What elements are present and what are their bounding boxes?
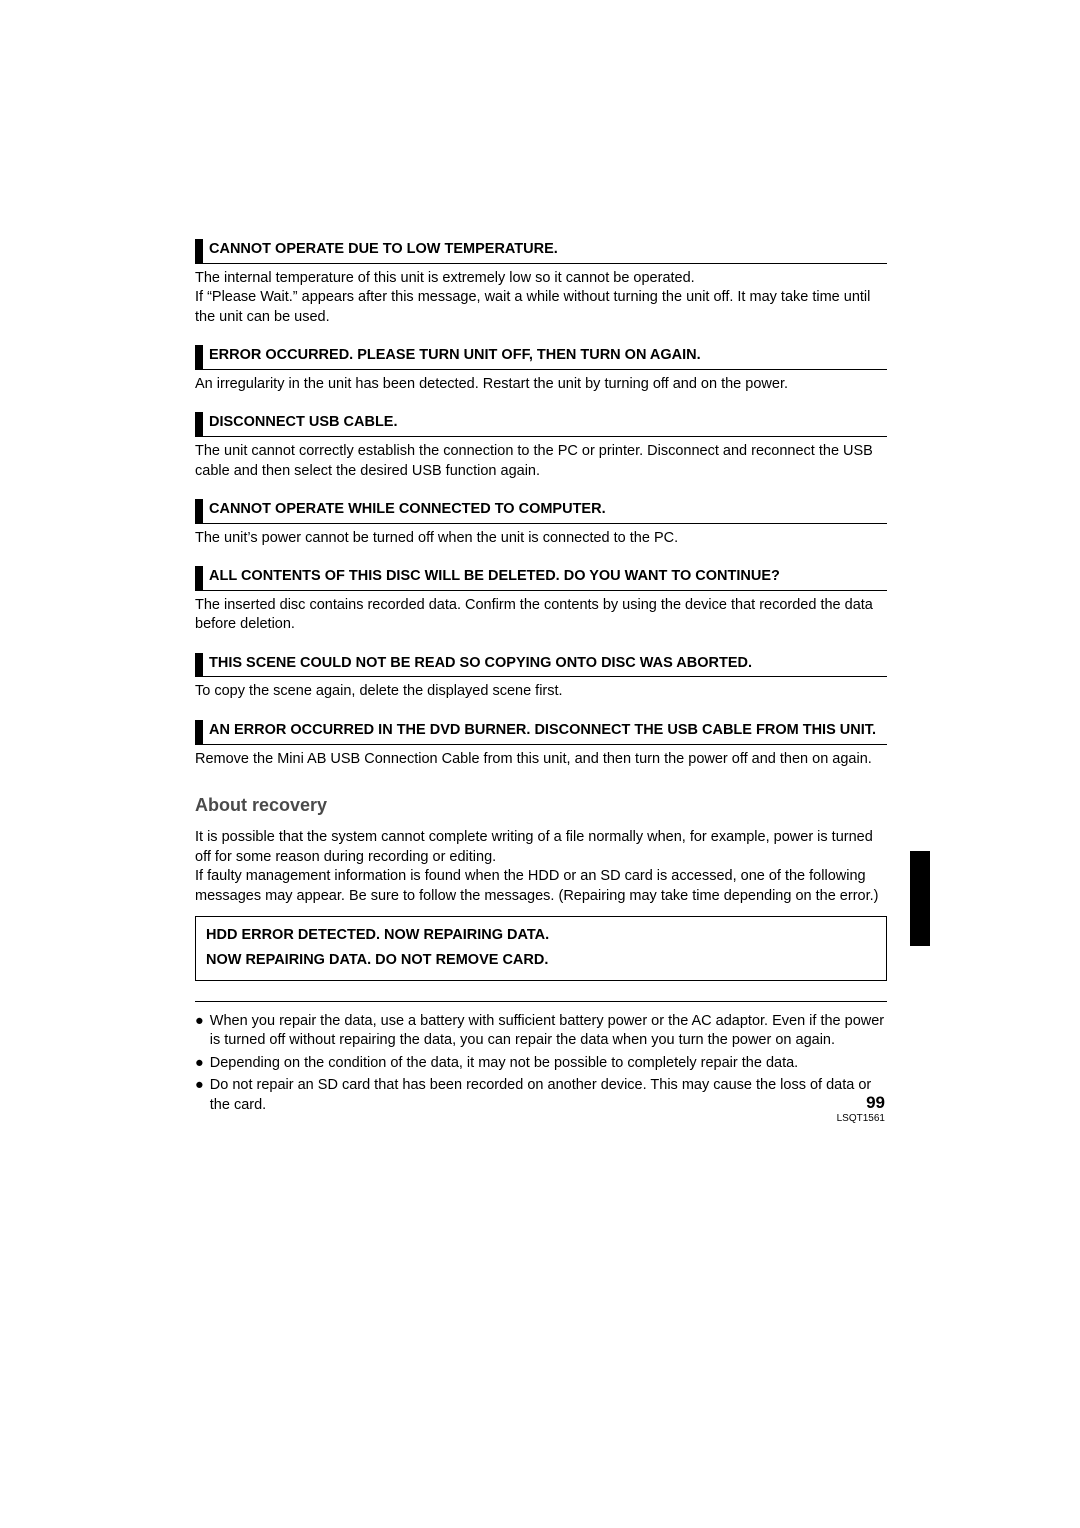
document-id: LSQT1561: [837, 1113, 885, 1124]
list-item: ● Depending on the condition of the data…: [195, 1054, 887, 1074]
message-title: THIS SCENE COULD NOT BE READ SO COPYING …: [209, 653, 752, 677]
bullet-text: Do not repair an SD card that has been r…: [210, 1076, 887, 1115]
heading-bar: [195, 653, 203, 677]
section-heading-about-recovery: About recovery: [195, 795, 887, 816]
divider-line: [195, 1001, 887, 1002]
message-title: AN ERROR OCCURRED IN THE DVD BURNER. DIS…: [209, 720, 876, 744]
message-heading: CANNOT OPERATE DUE TO LOW TEMPERATURE.: [195, 239, 887, 264]
message-title: CANNOT OPERATE WHILE CONNECTED TO COMPUT…: [209, 499, 606, 523]
recovery-box-line: HDD ERROR DETECTED. NOW REPAIRING DATA.: [206, 923, 876, 948]
page-number: 99: [837, 1094, 885, 1113]
list-item: ● Do not repair an SD card that has been…: [195, 1076, 887, 1115]
message-block: DISCONNECT USB CABLE. The unit cannot co…: [195, 412, 887, 481]
side-tab-marker: [910, 851, 930, 946]
heading-bar: [195, 499, 203, 523]
message-heading: ERROR OCCURRED. PLEASE TURN UNIT OFF, TH…: [195, 345, 887, 370]
message-body: The inserted disc contains recorded data…: [195, 596, 887, 635]
message-title: ERROR OCCURRED. PLEASE TURN UNIT OFF, TH…: [209, 345, 701, 369]
recovery-intro: It is possible that the system cannot co…: [195, 828, 887, 906]
heading-bar: [195, 345, 203, 369]
message-block: THIS SCENE COULD NOT BE READ SO COPYING …: [195, 653, 887, 702]
bullet-dot-icon: ●: [195, 1012, 210, 1051]
message-body: The unit cannot correctly establish the …: [195, 442, 887, 481]
bullet-dot-icon: ●: [195, 1054, 210, 1074]
heading-bar: [195, 412, 203, 436]
message-block: CANNOT OPERATE DUE TO LOW TEMPERATURE. T…: [195, 239, 887, 327]
message-block: CANNOT OPERATE WHILE CONNECTED TO COMPUT…: [195, 499, 887, 548]
message-title: ALL CONTENTS OF THIS DISC WILL BE DELETE…: [209, 566, 780, 590]
message-block: AN ERROR OCCURRED IN THE DVD BURNER. DIS…: [195, 720, 887, 769]
bullet-dot-icon: ●: [195, 1076, 210, 1115]
list-item: ● When you repair the data, use a batter…: [195, 1012, 887, 1051]
message-body: To copy the scene again, delete the disp…: [195, 682, 887, 702]
page-content: CANNOT OPERATE DUE TO LOW TEMPERATURE. T…: [195, 239, 887, 1118]
recovery-box-line: NOW REPAIRING DATA. DO NOT REMOVE CARD.: [206, 948, 876, 973]
message-heading: DISCONNECT USB CABLE.: [195, 412, 887, 437]
bullet-text: When you repair the data, use a battery …: [210, 1012, 887, 1051]
recovery-bullet-list: ● When you repair the data, use a batter…: [195, 1012, 887, 1116]
message-block: ERROR OCCURRED. PLEASE TURN UNIT OFF, TH…: [195, 345, 887, 394]
message-heading: CANNOT OPERATE WHILE CONNECTED TO COMPUT…: [195, 499, 887, 524]
heading-bar: [195, 239, 203, 263]
message-heading: ALL CONTENTS OF THIS DISC WILL BE DELETE…: [195, 566, 887, 591]
message-body: Remove the Mini AB USB Connection Cable …: [195, 750, 887, 770]
message-title: DISCONNECT USB CABLE.: [209, 412, 398, 436]
recovery-message-box: HDD ERROR DETECTED. NOW REPAIRING DATA. …: [195, 916, 887, 980]
message-block: ALL CONTENTS OF THIS DISC WILL BE DELETE…: [195, 566, 887, 635]
message-body: The internal temperature of this unit is…: [195, 269, 887, 328]
message-body: An irregularity in the unit has been det…: [195, 375, 887, 395]
message-title: CANNOT OPERATE DUE TO LOW TEMPERATURE.: [209, 239, 558, 263]
heading-bar: [195, 566, 203, 590]
bullet-text: Depending on the condition of the data, …: [210, 1054, 798, 1074]
message-heading: AN ERROR OCCURRED IN THE DVD BURNER. DIS…: [195, 720, 887, 745]
page-footer: 99 LSQT1561: [837, 1094, 885, 1124]
message-heading: THIS SCENE COULD NOT BE READ SO COPYING …: [195, 653, 887, 678]
message-body: The unit’s power cannot be turned off wh…: [195, 529, 887, 549]
heading-bar: [195, 720, 203, 744]
